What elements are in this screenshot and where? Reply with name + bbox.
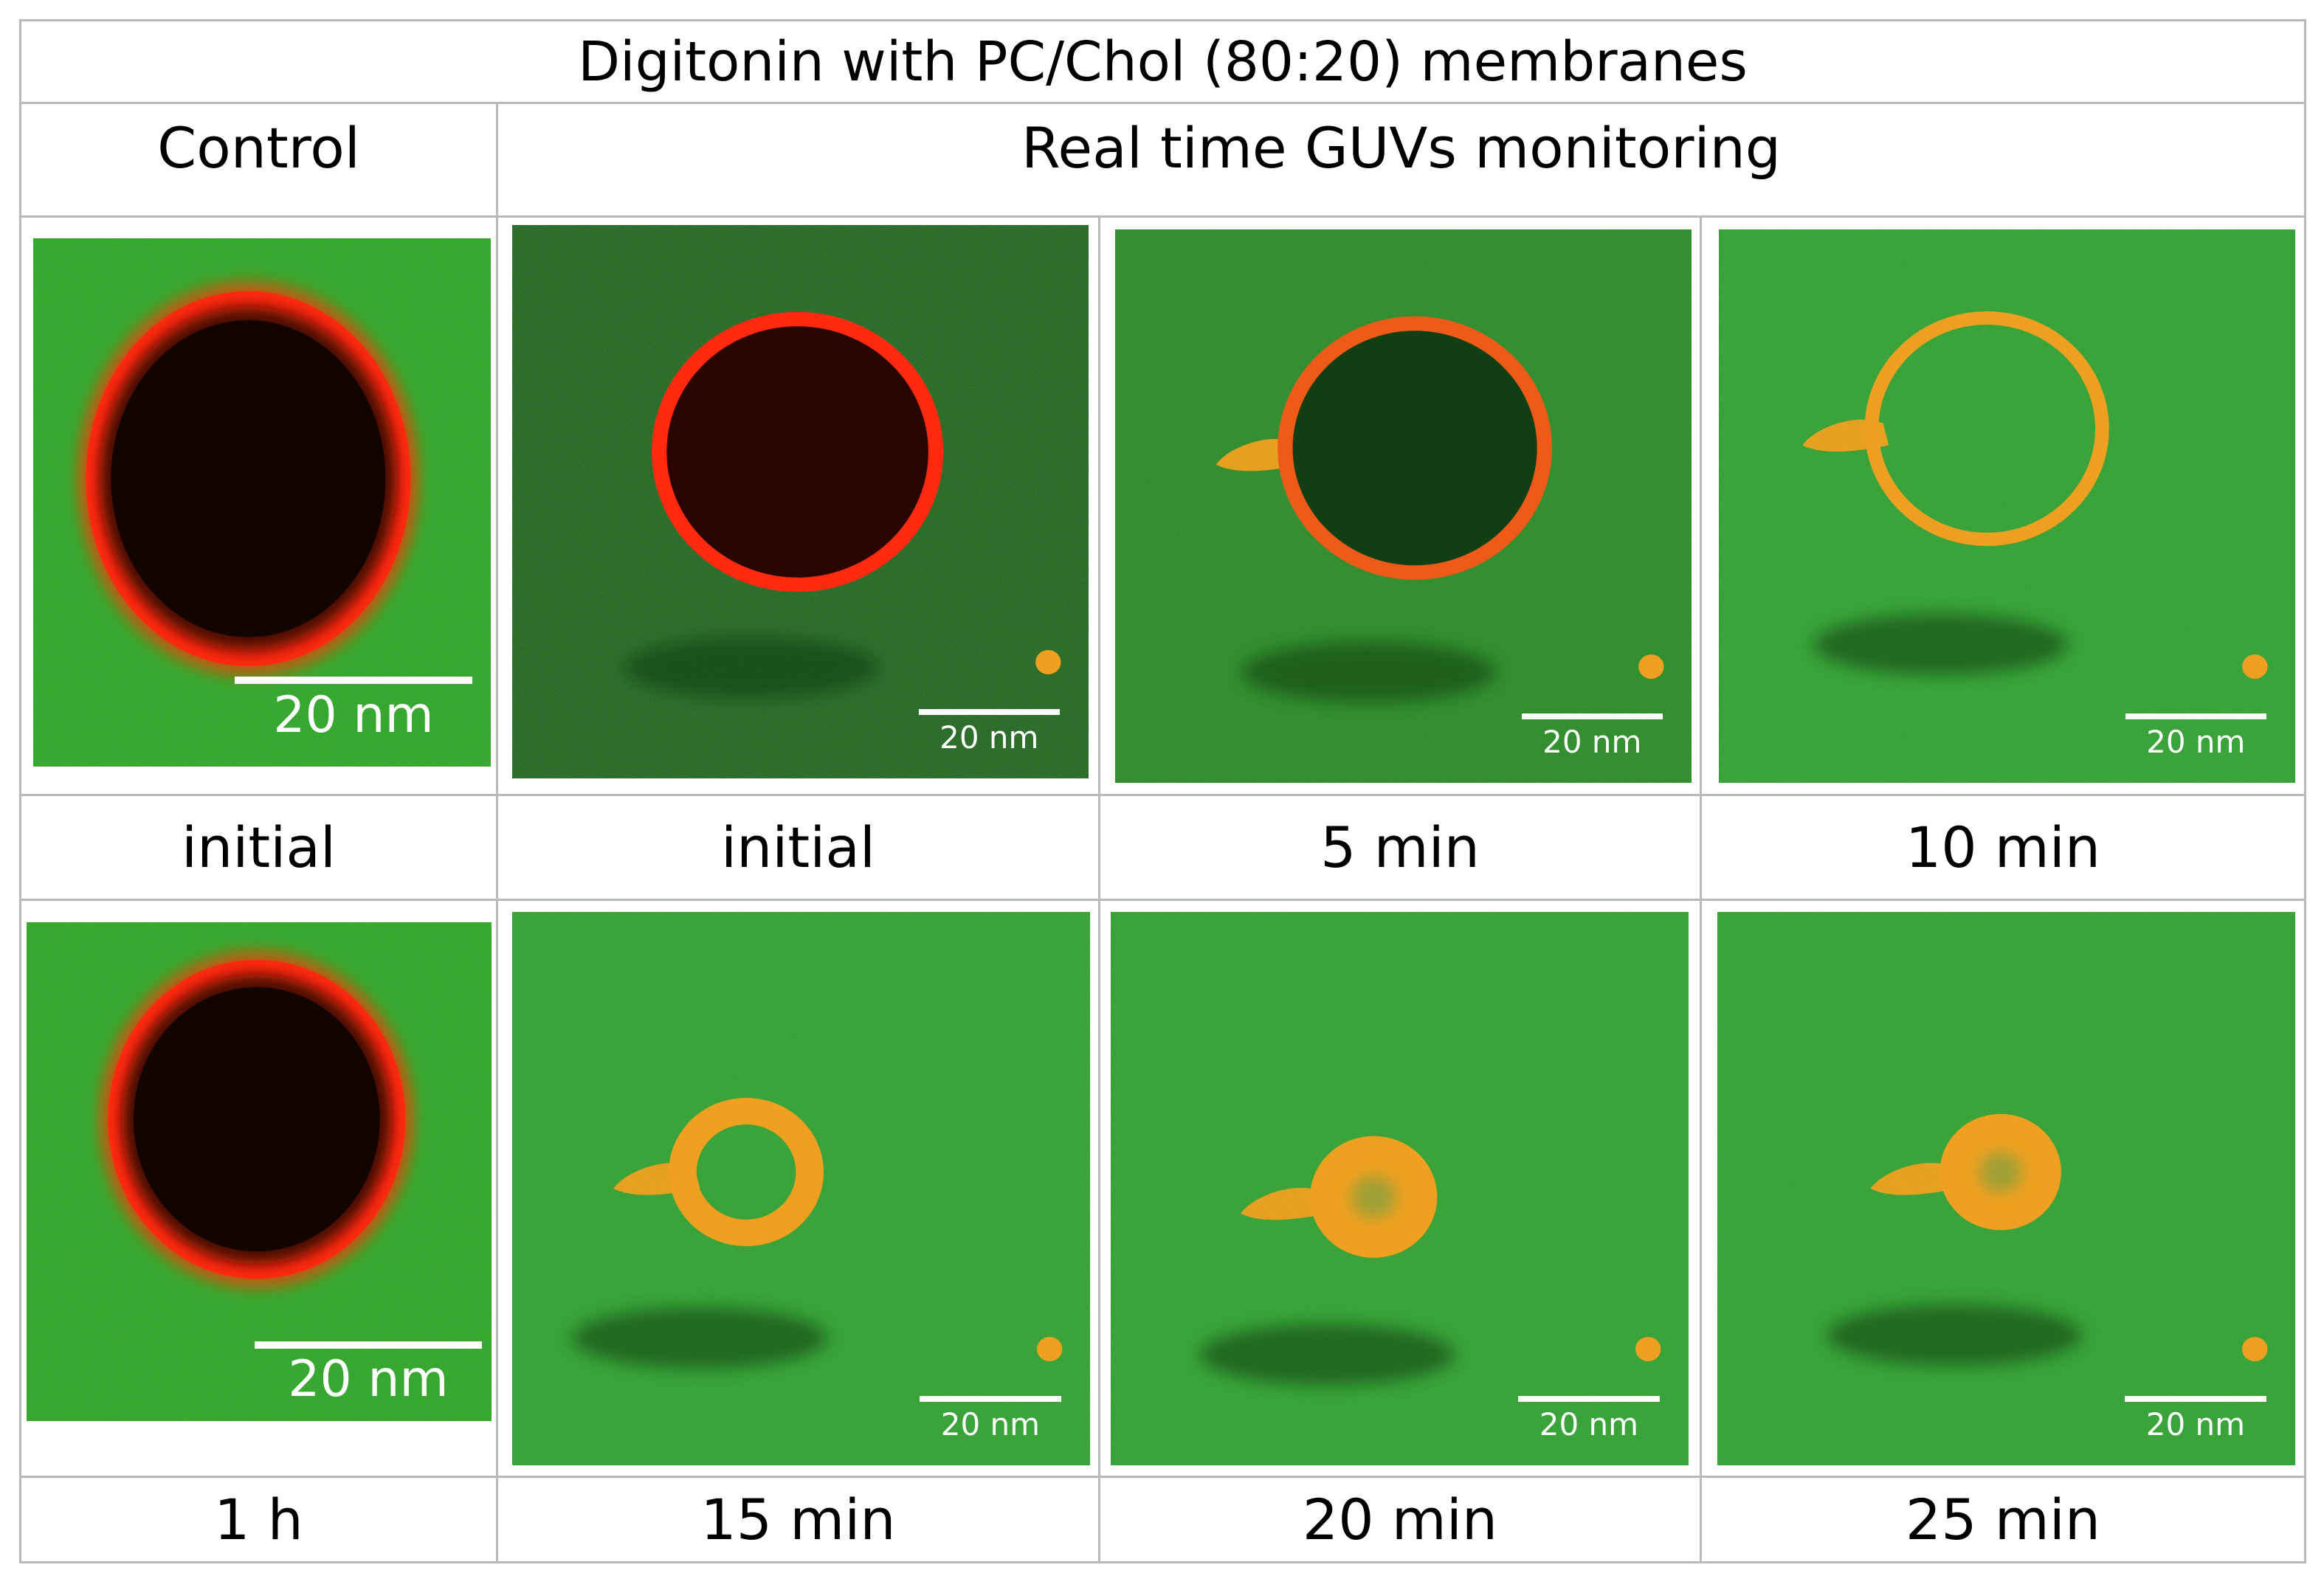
micrograph-10-min: 20 nm — [1719, 229, 2295, 783]
panel-label: initial — [721, 814, 875, 880]
panel-label: 15 min — [700, 1486, 896, 1552]
figure-title: Digitonin with PC/Chol (80:20) membranes — [578, 30, 1748, 94]
grid-line — [1700, 215, 1702, 1563]
grid-line — [496, 102, 498, 1563]
panel-label: 1 h — [214, 1486, 303, 1552]
panel-label: initial — [182, 814, 336, 880]
micrograph-image — [1717, 912, 2295, 1465]
micrograph-5-min: 20 nm — [1115, 229, 1692, 783]
panel-label: 25 min — [1905, 1486, 2101, 1552]
scale-bar-label: 20 nm — [940, 1406, 1041, 1442]
scale-bar — [918, 709, 1060, 716]
grid-line — [19, 899, 2306, 901]
scale-bar — [254, 1341, 483, 1349]
micrograph-image — [1115, 229, 1692, 783]
panel-label: 10 min — [1905, 814, 2101, 880]
micrograph-control-1-h: 20 nm — [27, 922, 492, 1421]
scale-bar — [920, 1396, 1061, 1403]
scale-bar — [1518, 1396, 1660, 1403]
micrograph-control-initial: 20 nm — [33, 238, 491, 767]
scale-bar — [234, 677, 473, 685]
micrograph-image — [27, 922, 492, 1421]
grid-line — [2304, 19, 2306, 1563]
header-control: Control — [157, 115, 360, 181]
grid-line — [19, 1476, 2306, 1478]
grid-line — [19, 102, 2306, 104]
grid-line — [19, 215, 2306, 218]
scale-bar — [1521, 713, 1663, 720]
micrograph-image — [512, 225, 1089, 778]
scale-bar — [2125, 1396, 2266, 1403]
scale-bar-label: 20 nm — [2146, 723, 2246, 760]
scale-bar-label: 20 nm — [2145, 1406, 2246, 1442]
scale-bar-label: 20 nm — [288, 1350, 449, 1408]
scale-bar-label: 20 nm — [939, 719, 1039, 756]
panel-label: 5 min — [1320, 814, 1480, 880]
scale-bar-label: 20 nm — [1539, 1406, 1639, 1442]
scale-bar-label: 20 nm — [1542, 723, 1642, 760]
grid-line — [1098, 215, 1100, 1563]
grid-line — [19, 794, 2306, 796]
micrograph-25-min: 20 nm — [1717, 912, 2295, 1465]
micrograph-image — [1111, 912, 1689, 1465]
grid-line — [19, 1561, 2306, 1563]
micrograph-image — [512, 912, 1090, 1465]
scale-bar — [2125, 713, 2266, 720]
micrograph-image — [1719, 229, 2295, 783]
micrograph-15-min: 20 nm — [512, 912, 1090, 1465]
panel-label: 20 min — [1302, 1486, 1498, 1552]
micrograph-20-min: 20 nm — [1111, 912, 1689, 1465]
header-realtime: Real time GUVs monitoring — [1021, 115, 1781, 181]
grid-line — [19, 19, 21, 1563]
grid-line — [19, 19, 2306, 21]
micrograph-initial: 20 nm — [512, 225, 1089, 778]
scale-bar-label: 20 nm — [273, 686, 434, 745]
